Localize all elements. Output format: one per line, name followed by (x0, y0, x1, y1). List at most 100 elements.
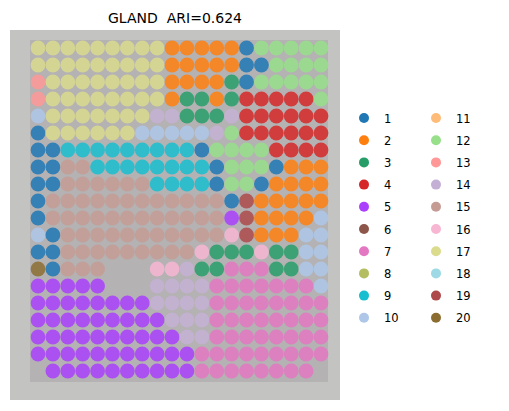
spot (45, 41, 60, 56)
spot (269, 228, 284, 243)
spot (120, 194, 135, 209)
spot (90, 228, 105, 243)
spot (314, 262, 329, 277)
spot (45, 109, 60, 124)
spot (269, 296, 284, 311)
spot (239, 160, 254, 175)
spot (314, 75, 329, 90)
spot (209, 279, 224, 294)
spot (254, 364, 269, 379)
spot (60, 228, 75, 243)
spot (269, 143, 284, 158)
spot (105, 194, 120, 209)
spot (194, 211, 209, 226)
spot (150, 347, 165, 362)
spot (209, 126, 224, 141)
spot (105, 296, 120, 311)
spot (224, 92, 239, 107)
spot (90, 211, 105, 226)
spot (150, 313, 165, 328)
spot (150, 41, 165, 56)
spot (299, 143, 314, 158)
spot (75, 313, 90, 328)
spot (299, 126, 314, 141)
spot (45, 330, 60, 345)
spot (90, 92, 105, 107)
spot (180, 245, 195, 260)
spot (269, 92, 284, 107)
spot (299, 41, 314, 56)
spot (31, 109, 46, 124)
spot (45, 228, 60, 243)
spot (224, 364, 239, 379)
spot (209, 41, 224, 56)
legend-marker (431, 113, 441, 123)
spot (299, 313, 314, 328)
spot (31, 75, 46, 90)
legend-marker (359, 313, 369, 323)
spot (194, 330, 209, 345)
spot (239, 177, 254, 192)
spot (90, 262, 105, 277)
spots (31, 41, 329, 379)
spot (165, 364, 180, 379)
spot (45, 245, 60, 260)
spot (239, 109, 254, 124)
spot (254, 109, 269, 124)
spot (60, 126, 75, 141)
spot (269, 177, 284, 192)
spot (180, 313, 195, 328)
spot (269, 41, 284, 56)
spot (105, 126, 120, 141)
spot (299, 279, 314, 294)
spot (284, 347, 299, 362)
spot (165, 279, 180, 294)
spot (299, 296, 314, 311)
spot (180, 364, 195, 379)
spot (150, 109, 165, 124)
spot (299, 160, 314, 175)
spot (150, 364, 165, 379)
spot (180, 177, 195, 192)
spot (314, 41, 329, 56)
spot (90, 245, 105, 260)
spot (165, 313, 180, 328)
spot (224, 126, 239, 141)
spot (31, 211, 46, 226)
spot (180, 347, 195, 362)
spot (60, 41, 75, 56)
spot (180, 194, 195, 209)
spot (75, 143, 90, 158)
legend-label: 13 (456, 156, 471, 170)
legend-marker (359, 246, 369, 256)
spot (269, 58, 284, 73)
legend-label: 12 (456, 134, 471, 148)
spot (284, 245, 299, 260)
legend-label: 5 (384, 200, 391, 214)
spot (284, 177, 299, 192)
spot (194, 245, 209, 260)
spot (150, 228, 165, 243)
spot (224, 41, 239, 56)
spot (299, 75, 314, 90)
spot (120, 109, 135, 124)
spot (75, 364, 90, 379)
spot (105, 109, 120, 124)
spot (165, 330, 180, 345)
spot (284, 143, 299, 158)
spot (194, 228, 209, 243)
spot (194, 364, 209, 379)
spot (269, 75, 284, 90)
spot (31, 143, 46, 158)
spot (269, 194, 284, 209)
spot (239, 143, 254, 158)
spot (45, 279, 60, 294)
legend-marker (359, 291, 369, 301)
legend-label: 20 (456, 311, 471, 325)
spot (165, 126, 180, 141)
spot (239, 194, 254, 209)
spot (90, 143, 105, 158)
spot (31, 313, 46, 328)
spot (105, 330, 120, 345)
spot (209, 211, 224, 226)
